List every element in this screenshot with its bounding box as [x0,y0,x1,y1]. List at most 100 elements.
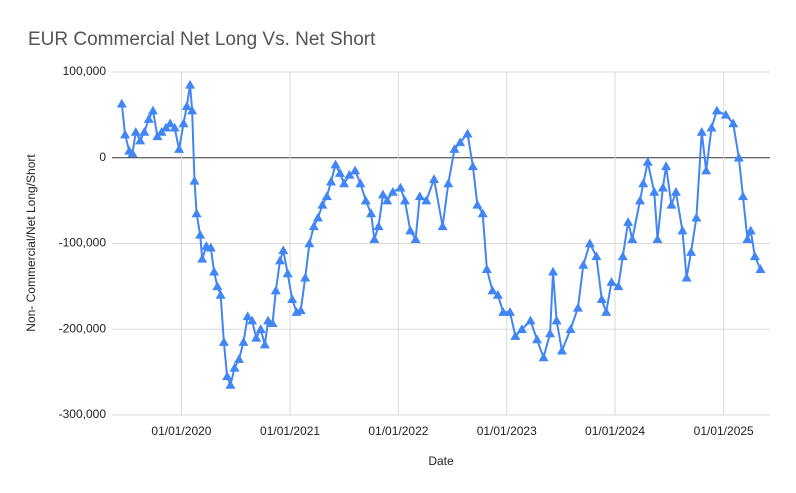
y-tick-label: -100,000 [59,236,107,250]
data-point [737,191,748,201]
data-point [421,195,432,205]
data-point [165,118,176,128]
data-point [449,144,460,153]
data-point [742,234,753,243]
data-point [274,255,285,265]
data-point [247,315,258,325]
data-point [652,234,663,243]
data-point [538,352,549,362]
y-tick-label: -300,000 [59,407,107,421]
data-point [326,176,337,186]
data-point [387,187,398,196]
data-point [686,247,697,256]
x-tick-label: 01/01/2022 [368,424,428,438]
data-point [395,182,406,192]
data-point [255,324,266,333]
data-point [666,199,677,209]
y-axis-title: Non- Commercial/Net Long/Short [24,154,38,332]
data-point [287,294,298,303]
data-point [215,289,226,299]
data-point [191,208,202,218]
data-point [267,318,278,327]
data-point [627,234,638,243]
data-point [251,332,262,342]
data-point [139,127,150,136]
y-tick-label: 0 [99,150,106,164]
data-point [720,109,731,119]
data-point [755,264,766,273]
data-point [181,101,192,111]
data-point [696,127,707,136]
data-point [617,251,628,261]
data-point [209,266,220,276]
data-point [487,285,498,295]
x-tick-label: 01/01/2020 [151,424,211,438]
data-point [218,337,229,346]
data-point [677,225,688,235]
data-point [701,165,712,175]
data-point [661,161,672,171]
data-point [477,208,488,218]
data-point [330,159,341,169]
data-point [635,195,646,205]
data-point [259,339,270,349]
data-point [222,371,233,381]
data-point [525,315,536,325]
data-point [205,242,216,252]
data-point [706,122,717,132]
x-tick-label: 01/01/2025 [694,424,754,438]
data-point [195,229,206,239]
data-point [355,178,366,188]
data-point [143,114,154,123]
data-point [234,354,245,364]
data-point [189,175,200,185]
y-tick-label: -200,000 [59,321,107,335]
data-point [410,234,421,243]
data-point [304,238,315,248]
data-point [295,305,306,315]
data-point [300,272,311,282]
data-point [749,251,760,261]
data-point [321,191,332,201]
data-point [606,277,617,286]
data-point [498,307,509,316]
data-point [443,178,454,188]
chart-title: EUR Commercial Net Long Vs. Net Short [28,29,376,50]
data-point [578,259,589,269]
data-point [516,324,527,333]
data-point [212,281,223,291]
data-point [382,195,393,205]
data-point [642,157,653,166]
data-point [399,195,410,205]
data-point [649,187,660,196]
data-point [733,152,744,162]
data-point [584,238,595,248]
data-point [691,212,702,222]
data-point [613,281,624,291]
data-point [601,307,612,316]
data-point [278,245,289,255]
x-tick-label: 01/01/2024 [585,424,645,438]
data-point [242,311,253,321]
data-point [187,105,198,115]
data-point [596,294,607,303]
data-point [467,161,478,171]
data-point [711,105,722,115]
data-point [373,221,384,231]
x-tick-label: 01/01/2021 [260,424,320,438]
data-point [120,129,131,139]
data-point [147,105,158,115]
data-point [350,165,361,175]
data-point [745,225,756,235]
data-point [405,225,416,235]
data-point [548,266,559,276]
data-point [429,174,440,183]
data-point [270,285,281,295]
data-point [225,379,236,389]
data-point [334,168,345,177]
data-point [366,208,377,218]
data-point [556,345,567,355]
data-point [317,199,328,209]
data-point [369,234,380,243]
data-point [591,251,602,261]
